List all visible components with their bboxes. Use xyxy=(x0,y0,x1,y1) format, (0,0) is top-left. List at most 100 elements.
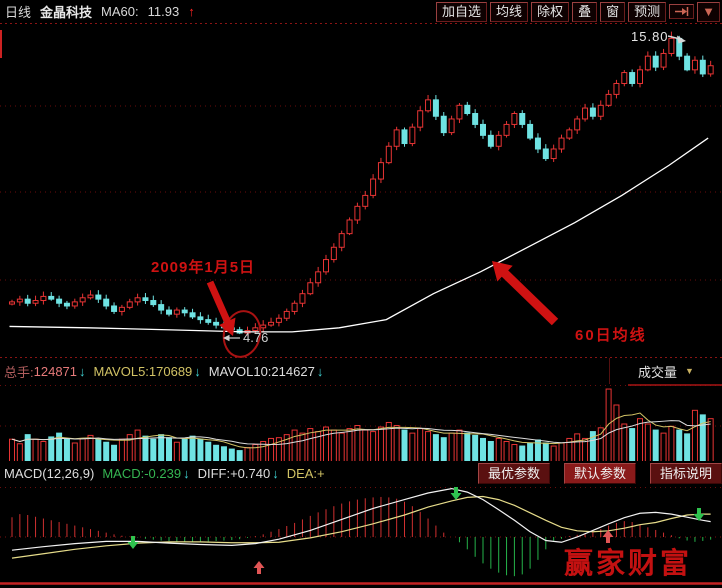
toolbar-button-3[interactable]: 叠 xyxy=(572,1,598,22)
volume-selector-label: 成交量 xyxy=(638,364,678,380)
candle-body xyxy=(503,123,510,136)
candle-body xyxy=(205,319,212,323)
candle-body xyxy=(166,309,172,315)
toolbar-button-0[interactable]: 加自选 xyxy=(436,1,488,22)
candle-body xyxy=(275,317,282,323)
candle-body xyxy=(16,298,23,303)
toolbar-dropdown-icon[interactable]: ▼ xyxy=(697,1,720,22)
candle-body xyxy=(542,148,549,160)
candle-body xyxy=(652,55,659,68)
volume-bar xyxy=(362,429,369,463)
candle-body xyxy=(252,327,259,332)
diff-down-arrow-icon: ↓ xyxy=(272,466,279,481)
candle-body xyxy=(48,295,55,300)
candle-body xyxy=(9,301,15,305)
volume-selector-dropdown-icon: ▼ xyxy=(685,366,694,376)
dea-value: + xyxy=(317,466,325,481)
candle-body xyxy=(323,259,329,273)
volume-bar xyxy=(409,432,416,463)
volume-bar xyxy=(495,437,502,463)
peak-price-annotation: 15.80 xyxy=(631,29,669,44)
candle-body xyxy=(550,148,557,160)
signal-down-arrow-icon xyxy=(127,536,139,549)
candle-body xyxy=(197,316,204,321)
candle-body xyxy=(699,59,706,75)
candle-body xyxy=(103,298,110,307)
volume-bar xyxy=(370,431,377,463)
volume-bar xyxy=(16,443,23,463)
candle-body xyxy=(330,246,337,261)
volume-bar xyxy=(456,429,463,463)
volume-bar xyxy=(542,442,549,463)
volume-bar xyxy=(464,432,471,463)
mavol5-down-arrow-icon: ↓ xyxy=(194,363,201,379)
volume-bar xyxy=(691,409,698,463)
volume-bar xyxy=(472,434,479,463)
toolbar-button-2[interactable]: 除权 xyxy=(531,1,570,22)
volume-bar xyxy=(189,435,196,463)
volume-bar xyxy=(95,438,102,463)
toolbar-button-5[interactable]: 预测 xyxy=(628,1,667,22)
volume-indicator-selector[interactable]: 成交量 ▼ xyxy=(609,358,722,384)
candle-body xyxy=(629,72,636,84)
volume-bar xyxy=(299,432,306,463)
ma60-annotation: 60日均线 xyxy=(575,327,647,344)
candle-body xyxy=(24,298,31,304)
candle-body xyxy=(566,129,573,139)
volume-bar xyxy=(377,426,384,463)
mavol10-down-arrow-icon: ↓ xyxy=(316,363,324,379)
candle-body xyxy=(684,55,691,71)
candle-body xyxy=(63,302,70,307)
volume-bar xyxy=(519,445,526,463)
candle-body xyxy=(472,113,479,125)
macd-button-2[interactable]: 指标说明 xyxy=(649,463,722,484)
candle-body xyxy=(597,104,604,117)
ma60-annotation-arrow xyxy=(492,261,559,326)
volume-bar xyxy=(480,437,486,463)
candle-body xyxy=(346,219,353,235)
volume-bar xyxy=(574,433,581,463)
candle-body xyxy=(668,37,675,54)
macd-param-buttons: 最优参数 默认参数 指标说明 xyxy=(477,463,722,484)
volume-bar xyxy=(166,437,172,463)
jump-to-end-icon[interactable] xyxy=(669,4,695,19)
volume-bar xyxy=(448,432,455,463)
candle-body xyxy=(519,113,526,125)
dea-line xyxy=(11,495,711,559)
candle-body xyxy=(425,99,432,112)
candle-body xyxy=(691,59,698,71)
volume-bar xyxy=(432,434,439,463)
volume-bar xyxy=(197,438,204,463)
mavol10-line xyxy=(11,420,711,446)
volume-bar xyxy=(527,442,534,463)
volume-bar xyxy=(220,446,227,463)
macd-button-1[interactable]: 默认参数 xyxy=(563,463,636,484)
macd-indicator-name: MACD(12,26,9) xyxy=(4,466,95,481)
period-label[interactable]: 日线 xyxy=(5,5,32,20)
toolbar-button-1[interactable]: 均线 xyxy=(490,1,529,22)
candle-body xyxy=(495,134,502,147)
candle-body xyxy=(79,297,86,303)
mavol5-line xyxy=(11,412,711,449)
ma60-label: MA60: xyxy=(101,4,139,19)
volume-bar xyxy=(87,434,94,463)
candle-body xyxy=(213,321,220,326)
volume-bar xyxy=(291,429,298,463)
volume-bar xyxy=(605,388,612,463)
macd-label: MACD: xyxy=(102,466,145,481)
ma60-up-arrow-icon: ↑ xyxy=(188,4,195,19)
candle-body xyxy=(299,293,306,304)
toolbar-button-4[interactable]: 窗 xyxy=(600,1,626,22)
volume-bar xyxy=(487,440,494,463)
volume-bar xyxy=(205,441,212,463)
candle-body xyxy=(260,324,267,329)
candle-body xyxy=(393,129,400,147)
signal-up-arrow-icon xyxy=(253,561,265,574)
candle-body xyxy=(56,298,63,304)
candle-body xyxy=(283,310,290,319)
signal-up-arrow-icon xyxy=(602,530,614,543)
candle-body xyxy=(605,93,612,106)
candle-body xyxy=(644,55,651,71)
macd-button-0[interactable]: 最优参数 xyxy=(477,463,550,484)
